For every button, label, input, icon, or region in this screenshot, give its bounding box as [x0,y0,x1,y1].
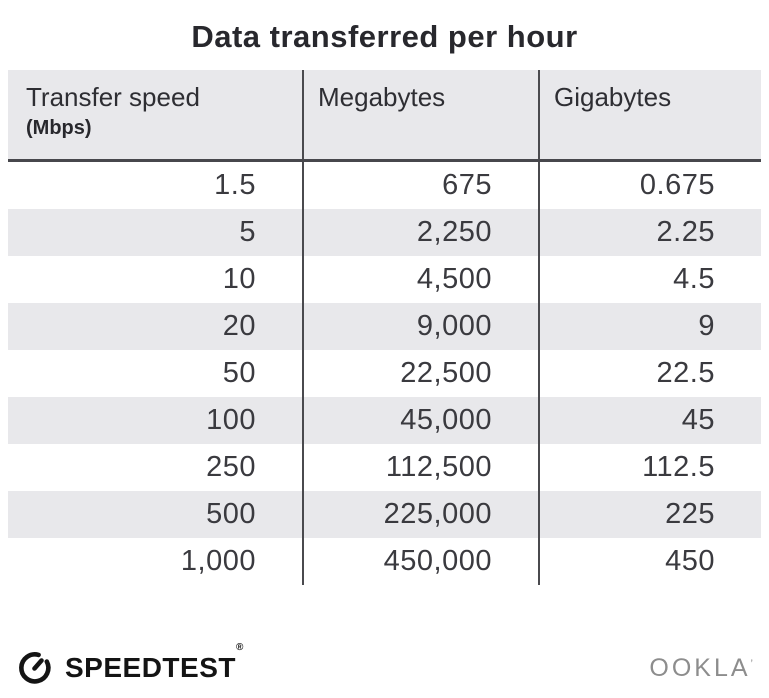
cell: 9 [538,303,761,350]
cell: 10 [222,263,256,295]
cell: 20 [222,310,256,342]
cell: 2,250 [302,209,538,256]
cell: 675 [302,162,538,209]
cell: 9,000 [302,303,538,350]
table-row: 20 9,000 9 [8,303,761,350]
cell: 5 [239,216,256,248]
table-row: 50 22,500 22.5 [8,350,761,397]
cell: 1,000 [180,545,256,577]
cell: 4,500 [302,256,538,303]
table-header-row: Transfer speed (Mbps) Megabytes Gigabyte… [8,70,761,162]
table-row: 1,000 450,000 450 [8,538,761,585]
table-body: 1.5 675 0.675 5 2,250 2.25 10 4,500 4.5 20 9,000 9 5… [8,162,761,585]
cell: 100 [206,404,256,436]
cell: 450 [538,538,761,585]
column-header-label: Gigabytes [554,82,672,112]
registered-trademark-symbol: ® [235,642,244,653]
table-row: 1.5 675 0.675 [8,162,761,209]
cell: 500 [206,498,256,530]
column-header-megabytes: Megabytes [302,70,538,159]
page-title: Data transferred per hour [191,19,578,54]
speedometer-gauge-icon [19,652,51,684]
cell: 2.25 [538,209,761,256]
column-header-transfer-speed: Transfer speed (Mbps) [8,70,302,159]
cell: 225,000 [302,491,538,538]
cell: 250 [206,451,256,483]
cell: 22.5 [538,350,761,397]
table-row: 500 225,000 225 [8,491,761,538]
cell: 112,500 [302,444,538,491]
column-header-gigabytes: Gigabytes [538,70,761,159]
cell: 22,500 [302,350,538,397]
trademark-tick: ’ [750,657,753,670]
cell: 1.5 [214,169,256,201]
ookla-logo: OOKLA’ [649,653,753,682]
table-row: 100 45,000 45 [8,397,761,444]
table-row: 5 2,250 2.25 [8,209,761,256]
speedtest-wordmark: SPEEDTEST® [65,642,244,683]
cell: 45 [538,397,761,444]
table-row: 250 112,500 112.5 [8,444,761,491]
data-table: Transfer speed (Mbps) Megabytes Gigabyte… [8,70,761,585]
cell: 4.5 [538,256,761,303]
column-header-label: Megabytes [318,82,446,112]
table-row: 10 4,500 4.5 [8,256,761,303]
cell: 450,000 [302,538,538,585]
cell: 50 [222,357,256,389]
column-header-sublabel: (Mbps) [26,117,92,139]
column-header-label: Transfer speed [26,82,200,112]
speedtest-logo: SPEEDTEST® [14,642,244,689]
cell: 0.675 [538,162,761,209]
cell: 45,000 [302,397,538,444]
cell: 225 [538,491,761,538]
cell: 112.5 [538,444,761,491]
footer: SPEEDTEST® OOKLA’ [0,642,769,692]
